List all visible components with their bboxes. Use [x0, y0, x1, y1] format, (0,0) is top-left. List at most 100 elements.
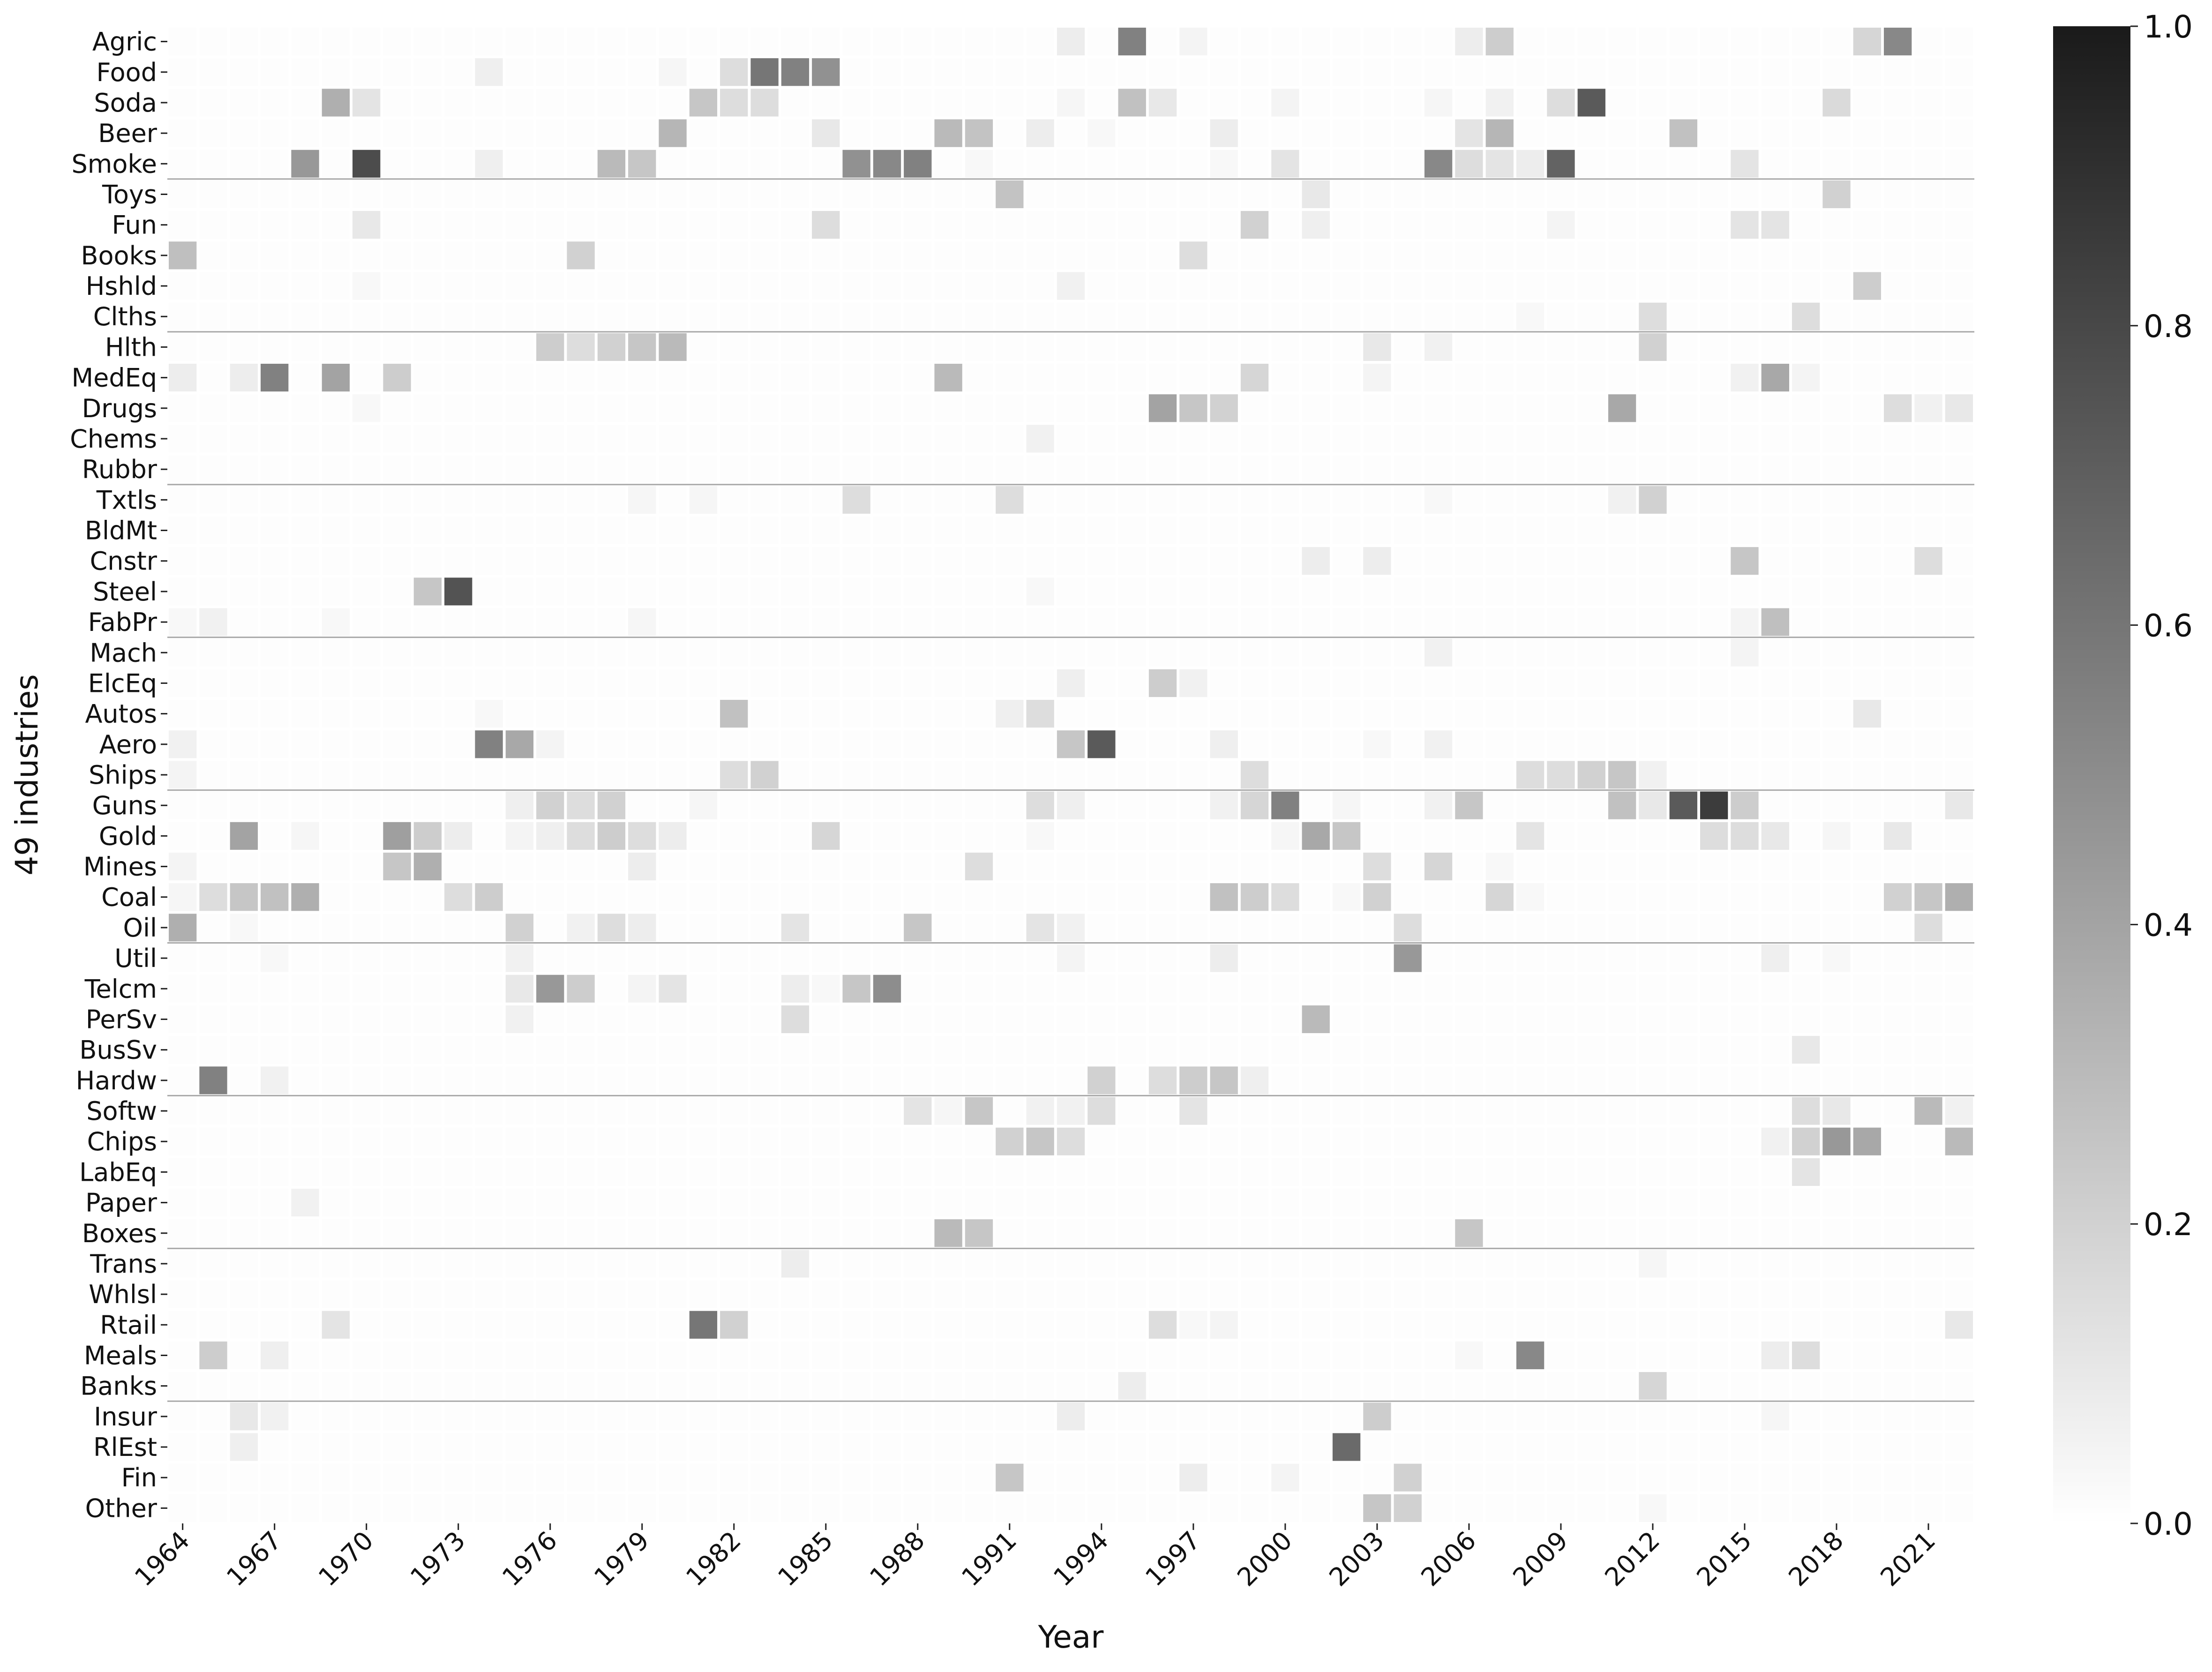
- heatmap-cell: [322, 547, 350, 575]
- y-tick-label: Steel: [93, 577, 157, 607]
- heatmap-cell: [1424, 272, 1453, 300]
- heatmap-cell: [1761, 1494, 1789, 1522]
- y-tick-label: Smoke: [72, 149, 157, 179]
- heatmap-cell: [475, 1066, 503, 1095]
- x-tick-label: 1976: [496, 1526, 563, 1592]
- heatmap-cell: [1608, 89, 1636, 117]
- heatmap-cell: [904, 730, 932, 758]
- heatmap-cell: [1792, 669, 1820, 697]
- heatmap-cell: [1118, 1402, 1146, 1431]
- heatmap-cell: [1210, 1463, 1238, 1492]
- heatmap-cell: [1577, 89, 1605, 117]
- heatmap-cell: [1394, 333, 1422, 361]
- heatmap-cell: [1853, 58, 1881, 86]
- heatmap-cell: [1271, 150, 1299, 178]
- heatmap-cell: [1087, 364, 1116, 392]
- heatmap-cell: [1822, 1341, 1851, 1370]
- heatmap-cell: [597, 638, 626, 667]
- heatmap-cell: [291, 944, 319, 972]
- heatmap-cell: [1179, 608, 1207, 636]
- heatmap-cell: [1792, 975, 1820, 1003]
- heatmap-cell: [1669, 547, 1697, 575]
- heatmap-cell: [444, 272, 472, 300]
- heatmap-cell: [1179, 1463, 1207, 1492]
- heatmap-cell: [1118, 700, 1146, 728]
- heatmap-cell: [965, 1494, 993, 1522]
- heatmap-cell: [1516, 119, 1545, 147]
- heatmap-cell: [842, 150, 870, 178]
- heatmap-cell: [720, 1463, 748, 1492]
- heatmap-cell: [628, 669, 656, 697]
- heatmap-cell: [720, 1341, 748, 1370]
- heatmap-cell: [567, 791, 595, 819]
- heatmap-cell: [1179, 333, 1207, 361]
- heatmap-cell: [1026, 1372, 1054, 1400]
- heatmap-cell: [996, 1127, 1024, 1155]
- heatmap-cell: [934, 852, 962, 881]
- heatmap-cell: [1700, 577, 1728, 606]
- heatmap-cell: [720, 638, 748, 667]
- heatmap-cell: [383, 975, 411, 1003]
- heatmap-cell: [1608, 975, 1636, 1003]
- heatmap-cell: [1945, 944, 1973, 972]
- heatmap-cell: [169, 700, 197, 728]
- heatmap-cell: [1608, 1311, 1636, 1339]
- heatmap-cell: [413, 1158, 442, 1186]
- heatmap-cell: [1087, 333, 1116, 361]
- heatmap-cell: [199, 302, 227, 330]
- heatmap-cell: [1822, 1463, 1851, 1492]
- heatmap-cell: [352, 28, 381, 56]
- heatmap-cell: [689, 394, 718, 422]
- heatmap-cell: [1577, 364, 1605, 392]
- heatmap-cell: [1639, 28, 1667, 56]
- heatmap-cell: [1853, 975, 1881, 1003]
- heatmap-cell: [322, 914, 350, 942]
- heatmap-cell: [567, 180, 595, 209]
- heatmap-cell: [1945, 791, 1973, 819]
- x-axis: 1964 1967 1970 1973 1976 1979 1982 1985 1988 1991…: [129, 1523, 1941, 1592]
- heatmap-cell: [352, 1402, 381, 1431]
- heatmap-cell: [1639, 1311, 1667, 1339]
- heatmap-cell: [1792, 486, 1820, 514]
- heatmap-cell: [597, 914, 626, 942]
- heatmap-cell: [199, 852, 227, 881]
- heatmap-cell: [1883, 89, 1912, 117]
- heatmap-cell: [1608, 241, 1636, 270]
- heatmap-cell: [1210, 852, 1238, 881]
- heatmap-cell: [1455, 1188, 1483, 1217]
- heatmap-cell: [1485, 822, 1514, 850]
- heatmap-cell: [812, 1097, 840, 1125]
- heatmap-cell: [1302, 700, 1330, 728]
- heatmap-cell: [505, 516, 534, 545]
- heatmap-cell: [1424, 211, 1453, 239]
- heatmap-cell: [1547, 28, 1575, 56]
- heatmap-cell: [261, 1341, 289, 1370]
- heatmap-cell: [1332, 1036, 1361, 1064]
- heatmap-cell: [322, 394, 350, 422]
- heatmap-cell: [322, 669, 350, 697]
- heatmap-cell: [904, 58, 932, 86]
- heatmap-cell: [291, 1250, 319, 1278]
- heatmap-cell: [812, 1341, 840, 1370]
- heatmap-cell: [1302, 425, 1330, 453]
- heatmap-cell: [996, 730, 1024, 758]
- heatmap-cell: [1118, 333, 1146, 361]
- heatmap-cell: [1639, 1250, 1667, 1278]
- heatmap-cell: [1700, 394, 1728, 422]
- heatmap-cell: [322, 730, 350, 758]
- heatmap-cell: [1761, 425, 1789, 453]
- heatmap-cell: [261, 852, 289, 881]
- heatmap-cell: [1577, 516, 1605, 545]
- heatmap-cell: [230, 914, 258, 942]
- heatmap-cell: [1271, 1280, 1299, 1308]
- heatmap-cell: [628, 364, 656, 392]
- heatmap-cell: [1516, 302, 1545, 330]
- heatmap-cell: [1822, 761, 1851, 789]
- heatmap-cell: [1639, 394, 1667, 422]
- heatmap-cell: [1914, 822, 1942, 850]
- heatmap-cell: [1302, 791, 1330, 819]
- heatmap-cell: [1700, 28, 1728, 56]
- heatmap-cell: [322, 150, 350, 178]
- heatmap-cell: [1945, 1341, 1973, 1370]
- heatmap-cell: [322, 425, 350, 453]
